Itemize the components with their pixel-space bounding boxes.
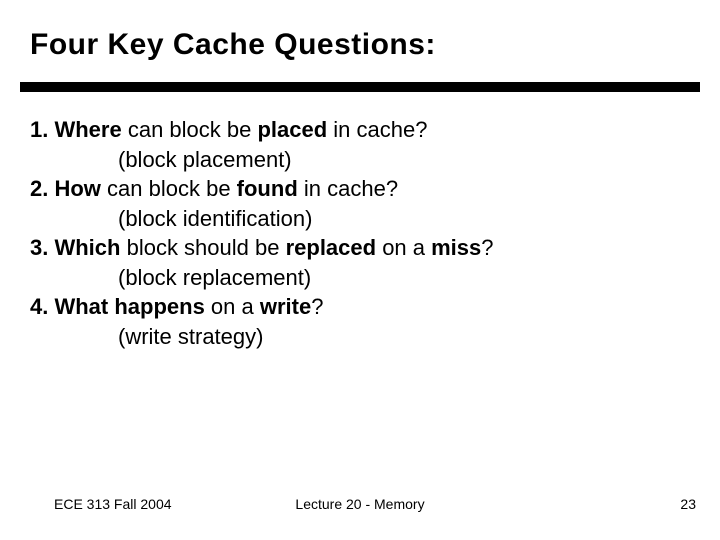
item-text: on a — [205, 294, 260, 319]
item-text: in cache? — [327, 117, 427, 142]
item-emphasis: found — [237, 176, 298, 201]
item-number: 1. — [30, 117, 48, 142]
item-question-word: How — [48, 176, 101, 201]
item-text: ? — [311, 294, 323, 319]
item-text: can block be — [101, 176, 237, 201]
item-number: 3. — [30, 235, 48, 260]
item-emphasis: placed — [257, 117, 327, 142]
item-emphasis: write — [260, 294, 311, 319]
item-number: 4. — [30, 294, 48, 319]
item-text: ? — [481, 235, 493, 260]
item-subtext: (write strategy) — [30, 323, 690, 351]
item-text: on a — [376, 235, 431, 260]
item-question-word: Which — [48, 235, 120, 260]
item-number: 2. — [30, 176, 48, 201]
item-text: block should be — [120, 235, 285, 260]
item-question-word: What happens — [48, 294, 204, 319]
list-item: 3. Which block should be replaced on a m… — [30, 234, 690, 262]
slide-title: Four Key Cache Questions: — [30, 28, 436, 62]
list-item: 2. How can block be found in cache? — [30, 175, 690, 203]
slide-content: 1. Where can block be placed in cache? (… — [30, 116, 690, 352]
item-text: can block be — [122, 117, 258, 142]
item-subtext: (block identification) — [30, 205, 690, 233]
item-subtext: (block placement) — [30, 146, 690, 174]
item-emphasis: replaced — [286, 235, 377, 260]
item-question-word: Where — [48, 117, 121, 142]
item-emphasis: miss — [431, 235, 481, 260]
title-rule — [20, 82, 700, 92]
footer-center: Lecture 20 - Memory — [0, 496, 720, 512]
item-text: in cache? — [298, 176, 398, 201]
item-subtext: (block replacement) — [30, 264, 690, 292]
footer-page-number: 23 — [680, 496, 696, 512]
list-item: 4. What happens on a write? — [30, 293, 690, 321]
list-item: 1. Where can block be placed in cache? — [30, 116, 690, 144]
slide: Four Key Cache Questions: 1. Where can b… — [0, 0, 720, 540]
